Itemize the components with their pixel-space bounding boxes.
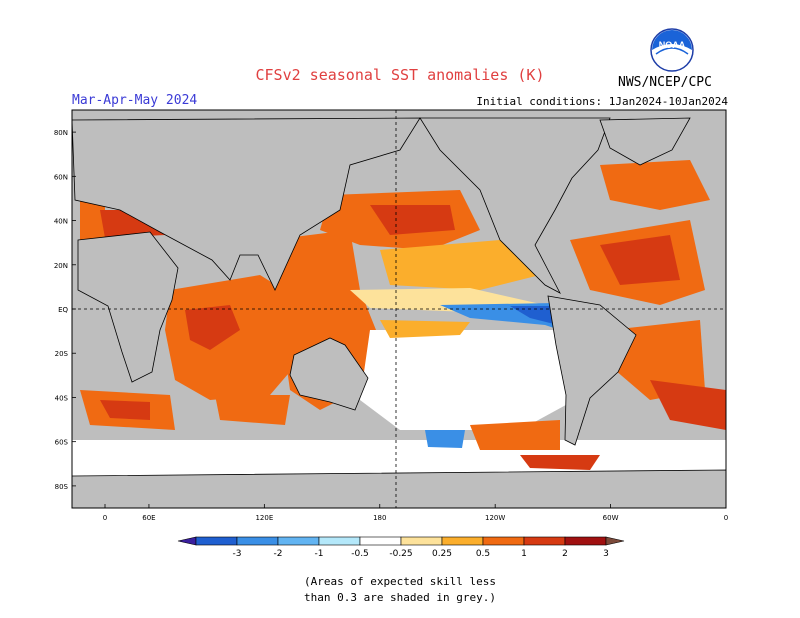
subtropical-pacific-moderate [380, 240, 540, 290]
south-indian-strong-west [100, 400, 150, 420]
skill-note-line-2: than 0.3 are shaded in grey.) [303, 591, 497, 604]
lat-label: 40S [55, 394, 69, 402]
lat-label: 20S [55, 350, 69, 358]
legend-swatch [277, 536, 320, 546]
lat-label: 60N [54, 173, 68, 181]
lat-label: 80N [54, 129, 68, 137]
land-masses [72, 117, 726, 508]
skill-note-line-1: (Areas of expected skill less [303, 575, 497, 588]
season-label: Mar-Apr-May 2024 [72, 93, 198, 108]
legend-tick-label: 1 [521, 549, 527, 559]
lon-label: 0 [103, 514, 107, 522]
south-atlantic-strong [650, 380, 726, 430]
lat-label: 80S [55, 483, 69, 491]
lon-label: 60E [142, 514, 155, 522]
legend-tick-label: -2 [274, 549, 283, 559]
south-pacific-neutral [360, 330, 575, 430]
lon-label: 120E [255, 514, 273, 522]
legend-swatch [564, 536, 607, 546]
legend-tick-label: 0.25 [432, 549, 452, 559]
legend-end-max [605, 536, 625, 546]
legend-swatch [523, 536, 566, 546]
chart-title: CFSv2 seasonal SST anomalies (K) [255, 66, 545, 84]
initial-conditions-label: Initial conditions: 1Jan2024-10Jan2024 [476, 95, 728, 108]
south-pacific-warm-band [470, 420, 560, 450]
lat-label: 20N [54, 262, 68, 270]
south-pacific-strong-band [520, 455, 600, 470]
latitude-axis: 80N 60N 40N 20N EQ 20S 40S 60S 80S [54, 129, 76, 491]
lat-label: EQ [58, 306, 68, 314]
lon-label: 180 [373, 514, 386, 522]
lon-label: 120W [485, 514, 505, 522]
legend-tick-label: -1 [315, 549, 324, 559]
australia-landmass [289, 337, 369, 411]
indian-ocean-strong [185, 305, 240, 350]
legend-tick-label: 3 [603, 549, 609, 559]
south-pacific-warm-strip [380, 320, 470, 338]
legend-swatch [482, 536, 525, 546]
skill-note: (Areas of expected skill less than 0.3 a… [0, 574, 800, 606]
lat-label: 40N [54, 218, 68, 226]
legend-swatch [400, 536, 443, 546]
legend-tick-label: 2 [562, 549, 568, 559]
lon-label: 60W [603, 514, 619, 522]
legend-swatch [318, 536, 361, 546]
south-indian-warm-east [215, 395, 290, 425]
greenland-landmass [599, 117, 691, 166]
indian-ocean-warm [165, 275, 300, 400]
lon-label: 0 [724, 514, 728, 522]
east-pacific-strong-cold [510, 306, 558, 325]
legend-swatch [236, 536, 279, 546]
africa-landmass [77, 231, 179, 383]
longitude-axis: 0 60E 120E 180 120W 60W 0 [103, 504, 728, 522]
legend-swatch [441, 536, 484, 546]
legend-tick-label: 0.5 [476, 549, 490, 559]
noaa-logo: NOAA [650, 28, 694, 72]
color-legend: -3 -2 -1 -0.5 -0.25 0.25 0.5 1 2 3 [177, 536, 625, 559]
noaa-logo-text: NOAA [659, 40, 686, 50]
southern-ocean-neutral [72, 440, 726, 476]
north-pacific-strong [370, 205, 455, 235]
legend-tick-label: -0.5 [351, 549, 369, 559]
north-america-landmass [419, 117, 611, 294]
south-america-landmass [547, 295, 637, 446]
north-atlantic-high-warm [600, 160, 710, 210]
north-atlantic-strong [600, 235, 680, 285]
eurasia-landmass [72, 117, 421, 291]
legend-end-min [177, 536, 197, 546]
legend-tick-label: -3 [233, 549, 242, 559]
lat-label: 60S [55, 439, 69, 447]
south-pacific-cold-patch [425, 430, 465, 448]
legend-tick-label: -0.25 [389, 549, 412, 559]
legend-swatch [195, 536, 238, 546]
antarctica-landmass [72, 469, 726, 508]
map-plot-area [72, 110, 726, 508]
legend-swatch [359, 536, 402, 546]
organization-label: NWS/NCEP/CPC [618, 75, 712, 90]
